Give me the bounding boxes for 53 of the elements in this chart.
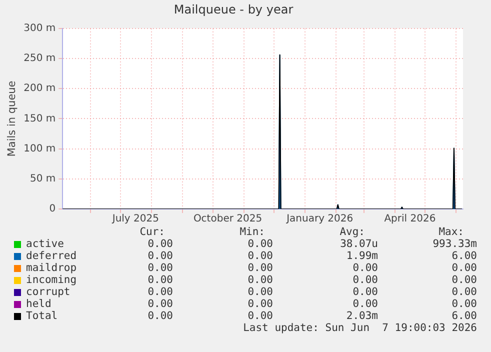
text: 0.00: [352, 298, 378, 310]
text: 2.03m: [346, 310, 378, 322]
text: 0.00: [248, 250, 273, 262]
text: 0.00: [452, 274, 477, 286]
text: 0.00: [148, 286, 173, 298]
text: Avg:: [340, 226, 365, 238]
y-axis-title: Mails in queue: [6, 80, 18, 157]
text: 0.00: [248, 262, 273, 274]
text: 0.00: [352, 274, 378, 286]
text: 1.99m: [346, 250, 378, 262]
legend-label: active: [26, 238, 64, 250]
legend-label: held: [26, 298, 52, 310]
text: Min:: [240, 226, 265, 238]
x-tick-label: April 2026: [384, 214, 436, 225]
text: 0.00: [452, 286, 477, 298]
text: 0.00: [148, 262, 173, 274]
legend-label: corrupt: [26, 286, 70, 298]
text: Cur:: [140, 226, 165, 238]
y-tick-label: 200 m: [24, 83, 56, 94]
text: 0.00: [248, 310, 273, 322]
y-tick-label: 100 m: [24, 143, 56, 154]
y-tick-label: 300 m: [24, 22, 56, 34]
x-tick-label: July 2025: [111, 214, 159, 225]
legend-label: incoming: [26, 274, 77, 286]
text: 0.00: [248, 274, 273, 286]
text: Max:: [438, 226, 464, 238]
text: 6.00: [452, 250, 477, 262]
text: 0.00: [452, 262, 477, 274]
text: 0.00: [248, 286, 273, 298]
y-tick-label: 0: [49, 204, 56, 215]
text: 0.00: [248, 238, 273, 250]
text: 38.07u: [340, 238, 378, 250]
legend-label: deferred: [26, 250, 77, 262]
text: 0.00: [352, 262, 378, 274]
text: 0.00: [148, 274, 173, 286]
x-tick-label: October 2025: [193, 214, 262, 225]
x-tick-label: January 2026: [286, 214, 354, 225]
text: 0.00: [148, 238, 173, 250]
text: 0.00: [452, 298, 477, 310]
y-tick-label: 150 m: [24, 113, 56, 124]
text: Last update: Sun Jun 7 19:00:03 2026: [243, 322, 477, 334]
text: 6.00: [452, 310, 477, 322]
y-tick-label: 250 m: [24, 53, 56, 64]
legend-label: Total: [26, 310, 58, 322]
text: 0.00: [248, 298, 273, 310]
text: 0.00: [148, 250, 173, 262]
y-tick-label: 50 m: [30, 173, 56, 184]
text: 0.00: [352, 286, 378, 298]
text: 0.00: [148, 298, 173, 310]
chart-title: Mailqueue - by year: [174, 2, 294, 16]
legend-label: maildrop: [26, 262, 77, 274]
text: 993.33m: [432, 238, 477, 250]
text: 0.00: [148, 310, 173, 322]
